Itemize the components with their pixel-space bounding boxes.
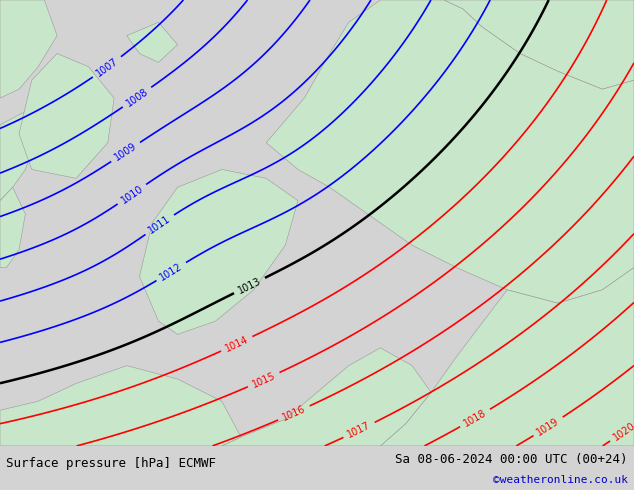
Polygon shape — [444, 0, 634, 89]
Polygon shape — [0, 366, 241, 446]
Text: 1008: 1008 — [124, 86, 150, 108]
Text: 1012: 1012 — [158, 261, 184, 282]
Polygon shape — [0, 0, 57, 98]
Text: 1017: 1017 — [346, 420, 372, 440]
Text: 1009: 1009 — [113, 141, 139, 163]
Text: 1010: 1010 — [119, 183, 145, 205]
Text: ©weatheronline.co.uk: ©weatheronline.co.uk — [493, 475, 628, 485]
Polygon shape — [222, 348, 431, 446]
Polygon shape — [139, 170, 298, 334]
Text: 1016: 1016 — [281, 403, 307, 422]
Text: Sa 08-06-2024 00:00 UTC (00+24): Sa 08-06-2024 00:00 UTC (00+24) — [395, 453, 628, 466]
Polygon shape — [19, 53, 114, 178]
Text: 1014: 1014 — [224, 334, 250, 354]
Text: 1013: 1013 — [236, 275, 262, 295]
Polygon shape — [0, 187, 25, 268]
Polygon shape — [0, 112, 38, 201]
Polygon shape — [380, 268, 634, 446]
Text: 1015: 1015 — [250, 370, 277, 390]
Text: 1019: 1019 — [535, 416, 561, 437]
Polygon shape — [266, 0, 634, 303]
Text: 1007: 1007 — [94, 56, 120, 78]
Text: 1018: 1018 — [462, 408, 488, 429]
Text: Surface pressure [hPa] ECMWF: Surface pressure [hPa] ECMWF — [6, 457, 216, 470]
Polygon shape — [127, 22, 178, 62]
Text: 1011: 1011 — [146, 214, 172, 236]
Text: 1020: 1020 — [612, 420, 634, 442]
